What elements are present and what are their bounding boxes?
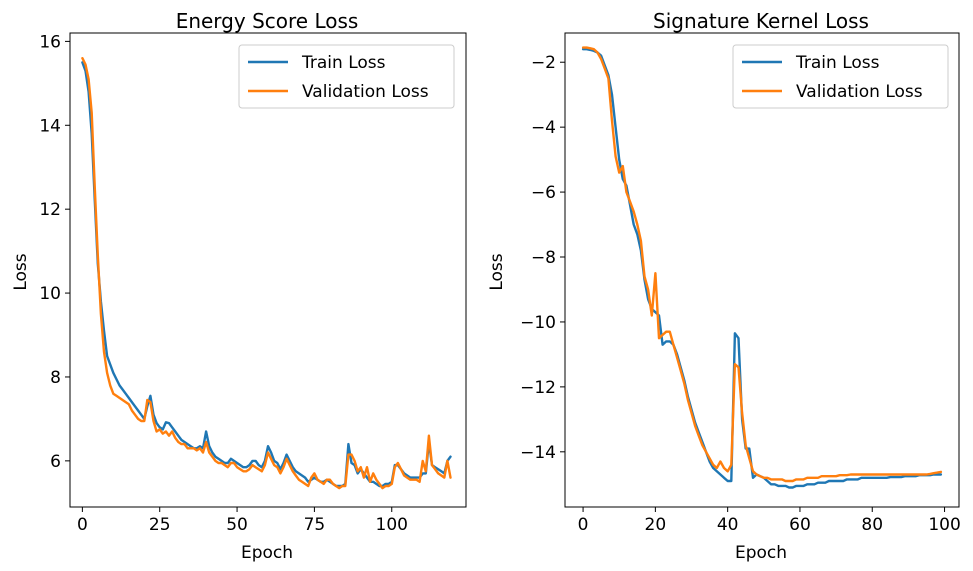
legend: Train Loss Validation Loss [238, 44, 455, 109]
legend: Train Loss Validation Loss [732, 44, 949, 109]
x-tick-label: 40 [717, 515, 739, 535]
series-line-validation [581, 46, 943, 483]
legend-frame [732, 44, 949, 109]
y-tick-label: 8 [50, 368, 61, 388]
y-tick-label: −10 [520, 313, 556, 333]
y-tick-label: 6 [50, 452, 61, 472]
legend-label-train: Train Loss [301, 53, 386, 73]
y-axis-label: Loss [11, 253, 31, 290]
energy-score-chart: Energy Score Loss Epoch Loss 0 25 50 75 100 6… [11, 9, 467, 563]
legend-frame [238, 44, 455, 109]
x-tick-label: 80 [861, 515, 883, 535]
y-tick-label: 14 [39, 116, 61, 136]
chart-title: Signature Kernel Loss [653, 9, 869, 33]
legend-label-train: Train Loss [795, 53, 880, 73]
y-tick-label: −8 [531, 248, 556, 268]
legend-label-validation: Validation Loss [796, 82, 923, 102]
chart-title: Energy Score Loss [176, 9, 359, 33]
x-axis-label: Epoch [735, 543, 787, 563]
plot-area: 0 25 50 75 100 6 8 10 12 14 16 [39, 32, 467, 535]
y-tick-label: −2 [531, 53, 556, 73]
legend-label-validation: Validation Loss [302, 82, 429, 102]
y-tick-label: 16 [39, 32, 61, 52]
x-tick-label: 100 [376, 515, 408, 535]
y-axis-label: Loss [487, 253, 507, 290]
x-tick-label: 100 [928, 515, 960, 535]
y-tick-label: 10 [39, 284, 61, 304]
series-line-train [81, 61, 452, 488]
x-tick-label: 20 [645, 515, 667, 535]
x-tick-label: 75 [304, 515, 326, 535]
plot-frame [564, 32, 960, 508]
y-tick-label: −14 [520, 443, 556, 463]
x-tick-label: 0 [578, 515, 589, 535]
plot-area: 0 20 40 60 80 100 −2 −4 −6 −8 −10 −12 −14 [520, 32, 961, 535]
y-tick-label: −6 [531, 183, 556, 203]
signature-kernel-chart: Signature Kernel Loss Epoch Loss 0 20 40 60… [487, 9, 961, 563]
x-tick-label: 25 [149, 515, 171, 535]
y-tick-label: −12 [520, 378, 556, 398]
x-tick-label: 60 [789, 515, 811, 535]
series-line-train [581, 48, 943, 489]
y-tick-label: 12 [39, 200, 61, 220]
x-tick-label: 0 [77, 515, 88, 535]
x-axis-label: Epoch [241, 543, 293, 563]
series-line-validation [81, 57, 452, 490]
x-tick-label: 50 [226, 515, 248, 535]
plot-frame [69, 32, 467, 508]
y-tick-label: −4 [531, 118, 556, 138]
